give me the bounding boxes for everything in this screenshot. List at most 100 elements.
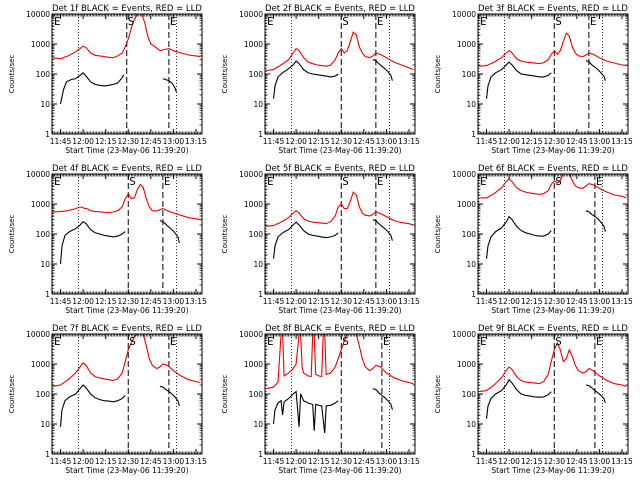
plot-frame [477,333,629,455]
y-tick-label: 10000 [452,170,476,179]
marker-label: S [555,335,562,348]
x-tick-label: 12:45 [353,457,375,466]
panel-title: Det 3f BLACK = Events, RED = LLD [478,4,628,14]
panel-title: Det 5f BLACK = Events, RED = LLD [265,164,415,174]
x-tick-label: 13:15 [611,457,633,466]
y-tick-label: 10000 [452,10,476,19]
x-axis-label: Start Time (23-May-06 11:39:20) [65,306,188,315]
y-tick-label: 1000 [457,360,476,369]
x-tick-label: 12:30 [330,297,352,306]
y-tick-label: 100 [462,390,477,399]
series-lld-line [265,191,414,227]
y-tick-label: 100 [462,230,477,239]
x-axis-label: Start Time (23-May-06 11:39:20) [65,146,188,155]
x-tick-label: 12:00 [72,297,94,306]
y-tick-label: 100 [36,230,51,239]
x-tick-label: 12:45 [566,457,588,466]
y-tick-label: 10000 [26,330,50,339]
series-lld-line [52,334,201,387]
y-axis-label: Counts/sec [434,55,442,94]
x-tick-label: 11:45 [50,297,72,306]
panel-title: Det 7f BLACK = Events, RED = LLD [52,324,202,334]
x-tick-label: 12:30 [330,457,352,466]
y-tick-label: 100 [249,230,264,239]
x-tick-label: 12:15 [521,297,543,306]
x-tick-label: 11:45 [476,457,498,466]
x-tick-label: 12:30 [543,297,565,306]
x-tick-label: 13:15 [398,297,420,306]
marker-label: E [383,335,390,348]
y-tick-label: 1 [258,290,263,299]
x-tick-label: 11:45 [263,457,285,466]
y-tick-label: 1 [471,130,476,139]
x-tick-label: 11:45 [476,137,498,146]
y-axis-label: Counts/sec [434,215,442,254]
x-tick-label: 12:00 [498,457,520,466]
series-events-line [485,210,606,259]
x-tick-label: 12:30 [117,137,139,146]
x-tick-label: 12:30 [117,297,139,306]
x-tick-label: 13:00 [589,297,611,306]
panel-title: Det 8f BLACK = Events, RED = LLD [265,324,415,334]
y-tick-label: 100 [249,390,264,399]
marker-label: E [170,335,177,348]
x-tick-label: 12:15 [521,457,543,466]
x-tick-label: 12:30 [117,457,139,466]
marker-label: S [342,175,349,188]
y-axis-label: Counts/sec [221,55,229,94]
series-events-line [485,60,606,99]
marker-label: E [54,15,61,28]
panel-title: Det 2f BLACK = Events, RED = LLD [265,4,415,14]
marker-label: E [267,15,274,28]
y-tick-label: 1000 [31,200,50,209]
marker-label: E [164,175,171,188]
marker-label: S [555,15,562,28]
x-tick-label: 12:45 [566,137,588,146]
plot-frame [477,13,629,135]
y-tick-label: 10 [466,100,476,109]
x-tick-label: 12:00 [498,137,520,146]
x-tick-label: 13:00 [376,297,398,306]
x-tick-label: 13:15 [611,137,633,146]
panel-title: Det 4f BLACK = Events, RED = LLD [52,164,202,174]
marker-label: E [480,335,487,348]
x-tick-label: 13:00 [589,457,611,466]
y-tick-label: 1 [471,290,476,299]
x-axis-label: Start Time (23-May-06 11:39:20) [491,466,614,475]
x-tick-label: 12:00 [285,297,307,306]
marker-label: E [267,335,274,348]
x-tick-label: 12:00 [498,297,520,306]
y-tick-label: 10000 [26,170,50,179]
series-lld-line [478,341,627,393]
y-tick-label: 100 [462,70,477,79]
x-tick-label: 11:45 [263,137,285,146]
marker-label: E [267,175,274,188]
plot-frame [51,173,203,295]
x-tick-label: 12:45 [353,137,375,146]
x-tick-label: 11:45 [50,137,72,146]
y-tick-label: 10 [253,100,263,109]
marker-label: S [342,15,349,28]
series-events-line [272,219,393,259]
x-tick-label: 12:45 [353,297,375,306]
x-tick-label: 12:45 [140,137,162,146]
x-axis-label: Start Time (23-May-06 11:39:20) [491,306,614,315]
x-tick-label: 12:00 [72,137,94,146]
x-tick-label: 12:30 [543,457,565,466]
y-tick-label: 1 [258,130,263,139]
y-tick-label: 10000 [26,10,50,19]
y-tick-label: 10 [466,420,476,429]
marker-label: E [596,175,603,188]
x-tick-label: 13:15 [185,297,207,306]
x-tick-label: 12:45 [140,457,162,466]
y-tick-label: 1000 [457,40,476,49]
y-tick-label: 1000 [457,200,476,209]
marker-label: E [377,15,384,28]
x-tick-label: 13:15 [185,457,207,466]
series-lld-line [52,14,201,60]
